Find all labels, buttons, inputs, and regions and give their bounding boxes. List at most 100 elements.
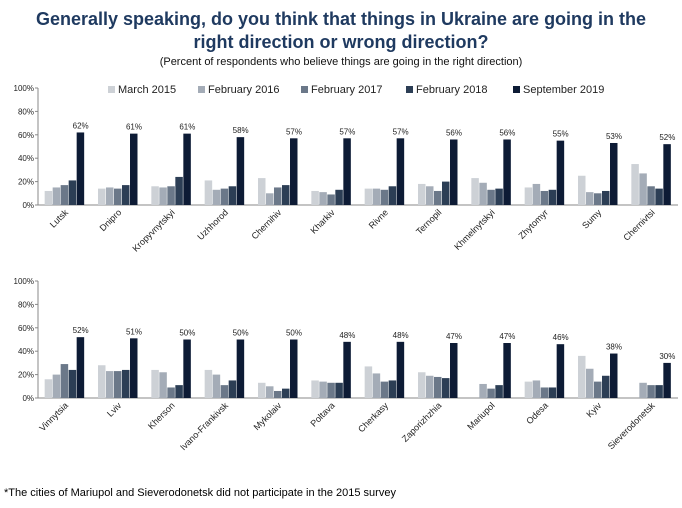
bar: [204, 369, 213, 398]
legend-label: February 2016: [208, 84, 280, 96]
bar: [76, 132, 85, 205]
bar: [487, 388, 495, 398]
data-label: 53%: [606, 132, 622, 141]
bar: [540, 190, 549, 205]
bar: [130, 338, 138, 398]
bar: [343, 138, 351, 205]
bar: [282, 388, 290, 398]
bar: [548, 189, 557, 205]
bar: [44, 379, 53, 398]
y-tick-label: 0%: [22, 201, 34, 210]
category-label: Vinnytsia: [37, 400, 70, 433]
y-tick-label: 40%: [18, 347, 34, 356]
bar: [228, 380, 237, 398]
bar: [258, 178, 266, 205]
bar: [311, 190, 319, 205]
bar: [343, 341, 351, 398]
bar: [586, 192, 594, 205]
bar: [327, 194, 335, 205]
bar: [556, 344, 565, 398]
legend-label: February 2018: [416, 84, 488, 96]
bar: [426, 186, 434, 205]
y-tick-label: 60%: [18, 324, 34, 333]
y-tick-label: 20%: [18, 178, 34, 187]
bar: [68, 180, 77, 205]
category-label: Zaporizhzhia: [400, 400, 444, 444]
bar: [159, 187, 167, 205]
bar: [524, 381, 533, 398]
bar: [418, 183, 426, 205]
legend-label: February 2017: [311, 84, 383, 96]
category-label: Ternopil: [414, 207, 443, 236]
bar: [487, 189, 495, 205]
y-tick-label: 60%: [18, 131, 34, 140]
bar: [426, 375, 434, 398]
chart-subtitle: (Percent of respondents who believe thin…: [159, 56, 523, 68]
bar: [151, 186, 159, 205]
data-label: 46%: [553, 333, 569, 342]
data-label: 52%: [659, 133, 675, 142]
bar: [60, 364, 69, 398]
bar: [372, 373, 381, 398]
category-label: Chernivtsi: [621, 207, 656, 242]
bar: [372, 188, 381, 205]
bar: [183, 133, 191, 205]
legend-swatch: [513, 86, 520, 93]
bar: [52, 187, 61, 205]
bar: [450, 139, 458, 205]
bar: [335, 189, 343, 205]
y-tick-label: 80%: [18, 300, 34, 309]
bar: [212, 189, 221, 205]
category-label: Uzhhorod: [195, 207, 230, 242]
y-tick-label: 100%: [14, 277, 34, 286]
bar: [647, 186, 655, 205]
bar: [212, 374, 221, 398]
bar: [532, 380, 541, 398]
bar: [639, 173, 647, 205]
y-tick-label: 100%: [14, 84, 34, 93]
category-label: Khmelnytskyi: [452, 207, 497, 252]
y-tick-label: 0%: [22, 394, 34, 403]
data-label: 50%: [286, 329, 302, 338]
data-label: 58%: [233, 126, 249, 135]
bar: [319, 192, 327, 205]
bar: [631, 164, 639, 205]
bar: [228, 186, 237, 205]
bar: [396, 138, 405, 205]
bar: [175, 385, 183, 398]
category-label: Lviv: [105, 400, 124, 419]
category-label: Rivne: [367, 207, 390, 230]
bar: [220, 385, 229, 398]
category-label: Chernihiv: [249, 207, 283, 241]
bar: [388, 380, 397, 398]
bar: [266, 386, 274, 398]
data-label: 61%: [126, 123, 142, 132]
bar: [442, 181, 450, 205]
bar: [495, 385, 503, 398]
category-label: Lutsk: [48, 207, 71, 230]
category-label: Kropyvnytskyi: [130, 207, 176, 253]
bar: [76, 337, 85, 398]
bar: [204, 180, 213, 205]
bar: [663, 144, 671, 205]
bar: [602, 375, 610, 398]
bar: [266, 193, 274, 205]
bar: [434, 190, 442, 205]
bar: [396, 341, 405, 398]
category-label: Zhytomyr: [516, 207, 550, 241]
chart-title-line-2: right direction or wrong direction?: [193, 32, 489, 52]
bar: [479, 383, 487, 398]
data-label: 57%: [393, 127, 409, 136]
category-label: Sumy: [580, 207, 604, 231]
bar: [610, 142, 618, 205]
category-label: Dnipro: [98, 207, 124, 233]
bar: [159, 372, 167, 398]
category-label: Mariupol: [465, 400, 496, 431]
y-tick-label: 40%: [18, 154, 34, 163]
bar: [364, 366, 373, 398]
bar: [236, 137, 245, 205]
bar: [495, 188, 503, 205]
data-label: 56%: [446, 128, 462, 137]
